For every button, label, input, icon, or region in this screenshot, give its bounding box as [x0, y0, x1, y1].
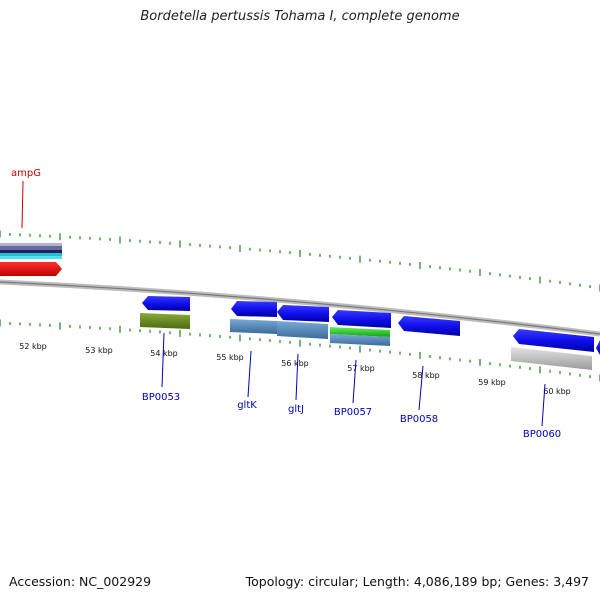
gltJ-gene-block: [277, 321, 328, 339]
ampG-gene-arrow: [0, 262, 62, 276]
gene-label-ampG: ampG: [11, 168, 41, 179]
ruler-labels: 52 kbp 53 kbp 54 kbp 55 kbp 56 kbp 57 kb…: [19, 342, 571, 396]
label-leaders: [21, 180, 546, 427]
gene-label-BP0060: BP0060: [523, 429, 561, 440]
ruler-label: 58 kbp: [412, 371, 440, 380]
gene-arrow: [277, 305, 329, 322]
ruler-label: 60 kbp: [543, 387, 571, 396]
accession-text: Accession: NC_002929: [9, 574, 152, 589]
BP0057-gene-green: [330, 327, 390, 337]
BP0060-gene-block: [511, 347, 592, 370]
ruler-label: 59 kbp: [478, 378, 506, 387]
gene-arrow: [513, 329, 594, 352]
gene-label-BP0053: BP0053: [142, 392, 180, 403]
ruler-label: 53 kbp: [85, 346, 113, 355]
ruler-label: 57 kbp: [347, 364, 375, 373]
gene-label-gltK: gltK: [237, 400, 257, 411]
topology-summary: Topology: circular; Length: 4,086,189 bp…: [245, 574, 589, 589]
gene-arrow: [596, 340, 600, 355]
gene-arrow: [398, 316, 460, 336]
olive-gene-block: [140, 313, 190, 329]
ruler-label: 55 kbp: [216, 353, 244, 362]
ruler-label: 52 kbp: [19, 342, 47, 351]
map-title: Bordetella pertussis Tohama I, complete …: [140, 9, 460, 24]
gene-label-BP0057: BP0057: [334, 407, 372, 418]
left-feature-cluster: [0, 243, 62, 276]
gene-label-gltJ: gltJ: [288, 404, 304, 415]
gene-label-BP0058: BP0058: [400, 414, 438, 425]
gene-arrow: [332, 310, 391, 328]
ruler-label: 54 kbp: [150, 349, 178, 358]
BP0053-gene-arrow: [142, 296, 190, 311]
BP0057-gene-steel: [330, 334, 390, 346]
gltK-gene-block: [230, 319, 277, 334]
outer-tick-track: [0, 230, 600, 292]
inner-tick-track: [0, 319, 600, 382]
ruler-label: 56 kbp: [281, 359, 309, 368]
gene-arrow: [231, 301, 277, 317]
